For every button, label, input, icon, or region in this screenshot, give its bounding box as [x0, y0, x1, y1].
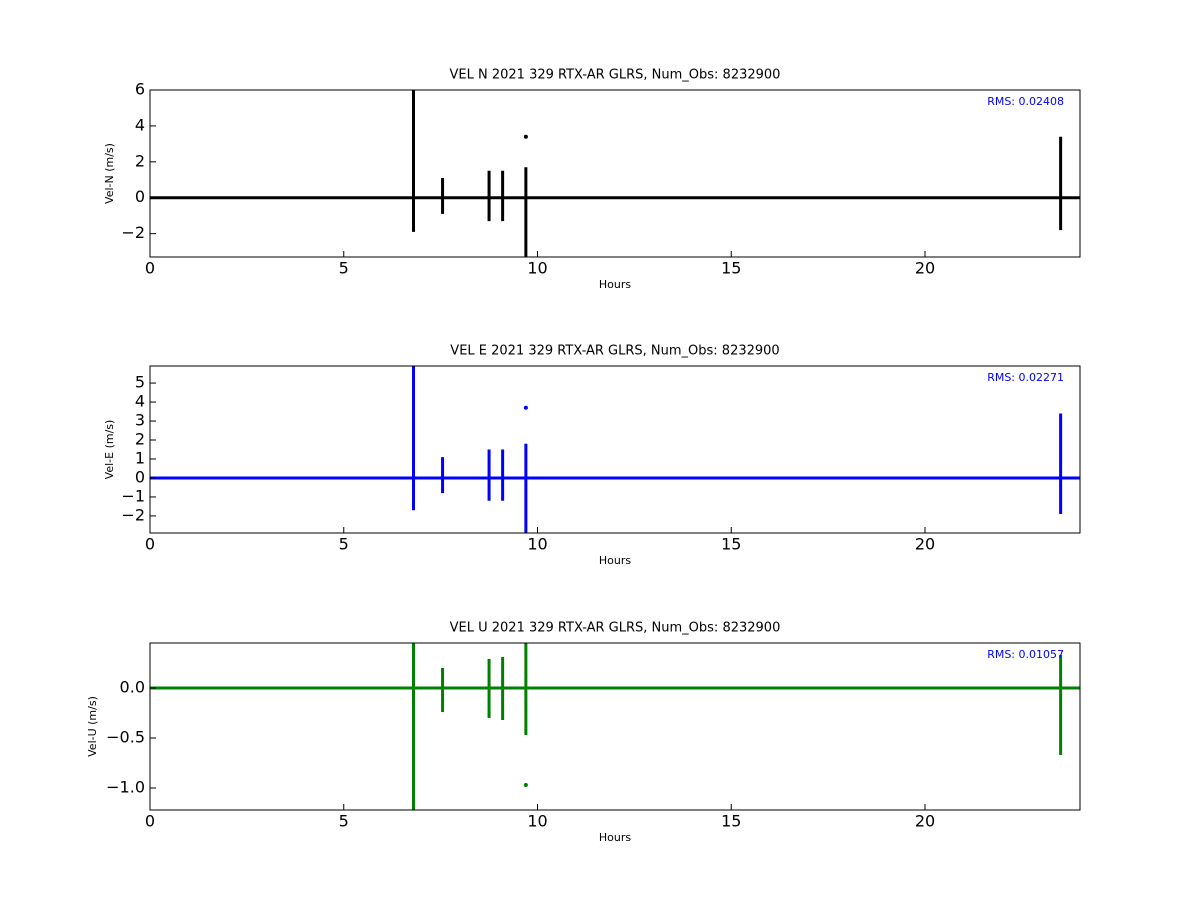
x-tick-label: 5: [339, 535, 349, 554]
x-tick-label: 5: [339, 812, 349, 831]
y-axis-label: Vel-U (m/s): [86, 696, 99, 757]
rms-annotation: RMS: 0.02408: [987, 95, 1064, 108]
x-tick-label: 20: [915, 812, 935, 831]
rms-annotation: RMS: 0.01057: [987, 648, 1064, 661]
y-tick-label: 2: [135, 430, 145, 449]
x-tick-label: 20: [915, 259, 935, 278]
y-tick-label: −0.5: [106, 728, 145, 747]
y-tick-label: −1: [121, 486, 145, 505]
data-line: [150, 90, 1080, 257]
y-tick-label: 2: [135, 151, 145, 170]
axes-frame: [149, 365, 1081, 534]
y-tick-label: 0.0: [120, 678, 145, 697]
y-tick-label: −2: [121, 505, 145, 524]
x-tick-label: 0: [145, 812, 155, 831]
y-tick-label: 3: [135, 411, 145, 430]
y-tick-label: 4: [135, 115, 145, 134]
y-axis-label: Vel-N (m/s): [103, 143, 116, 204]
outlier-point: [523, 405, 528, 410]
outlier-point: [523, 134, 528, 139]
x-tick-label: 0: [145, 535, 155, 554]
x-tick-label: 0: [145, 259, 155, 278]
chart-title: VEL E 2021 329 RTX-AR GLRS, Num_Obs: 823…: [450, 344, 779, 359]
axes-frame: [149, 642, 1081, 811]
outlier-point: [523, 783, 528, 787]
x-tick-label: 10: [527, 535, 547, 554]
x-tick-label: 15: [721, 535, 741, 554]
data-line: [150, 643, 1080, 810]
chart-title: VEL N 2021 329 RTX-AR GLRS, Num_Obs: 823…: [450, 68, 781, 83]
y-tick-label: 1: [135, 448, 145, 467]
data-line: [150, 366, 1080, 533]
plot-area: [150, 366, 1080, 533]
y-tick-label: 5: [135, 373, 145, 392]
x-tick-label: 15: [721, 812, 741, 831]
rms-annotation: RMS: 0.02271: [987, 371, 1064, 384]
y-tick-label: 4: [135, 392, 145, 411]
subplot: VEL U 2021 329 RTX-AR GLRS, Num_Obs: 823…: [86, 621, 1081, 844]
x-tick-label: 5: [339, 259, 349, 278]
chart-title: VEL U 2021 329 RTX-AR GLRS, Num_Obs: 823…: [450, 621, 781, 636]
x-axis-label: Hours: [599, 278, 631, 291]
y-tick-label: 0: [135, 467, 145, 486]
subplot: VEL E 2021 329 RTX-AR GLRS, Num_Obs: 823…: [103, 344, 1081, 567]
y-tick-label: 0: [135, 187, 145, 206]
y-tick-label: −1.0: [106, 778, 145, 797]
plot-area: [150, 643, 1080, 810]
x-axis-label: Hours: [599, 554, 631, 567]
x-axis-label: Hours: [599, 831, 631, 844]
axes-frame: [149, 89, 1081, 258]
subplot: VEL N 2021 329 RTX-AR GLRS, Num_Obs: 823…: [103, 68, 1081, 291]
x-tick-label: 10: [527, 259, 547, 278]
x-tick-label: 15: [721, 259, 741, 278]
y-tick-label: −2: [121, 223, 145, 242]
x-tick-label: 10: [527, 812, 547, 831]
plot-area: [150, 90, 1080, 257]
y-axis-label: Vel-E (m/s): [103, 420, 116, 480]
y-tick-label: 6: [135, 80, 145, 99]
x-tick-label: 20: [915, 535, 935, 554]
